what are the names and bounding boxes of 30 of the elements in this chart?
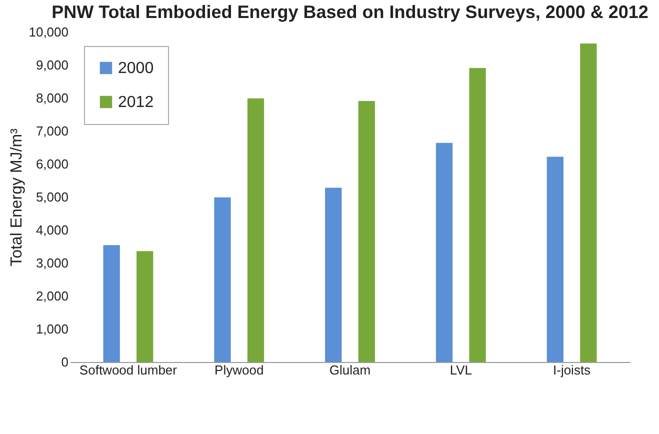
x-tick-label: Softwood lumber (79, 362, 178, 378)
bar (546, 156, 564, 362)
y-tick-label: 8,000 (36, 90, 68, 106)
y-tick-label: 0 (61, 354, 68, 370)
bar (103, 245, 120, 362)
y-tick-label: 9,000 (36, 58, 68, 72)
bar (325, 188, 342, 362)
x-tick-label: Glulam (329, 362, 371, 378)
bar (214, 197, 231, 362)
bar (358, 100, 375, 362)
y-tick-label: 4,000 (36, 222, 68, 238)
y-tick-label: 7,000 (36, 124, 68, 138)
x-tick-label: Plywood (214, 362, 264, 378)
y-tick-label: 3,000 (36, 256, 68, 270)
bar (136, 251, 154, 362)
bar (469, 68, 486, 362)
chart-title: PNW Total Embodied Energy Based on Industry Surveys, 2000 & 2012 (52, 2, 648, 22)
bar (247, 98, 264, 362)
y-tick-label: 10,000 (28, 24, 68, 40)
x-tick-label: LVL (450, 362, 472, 378)
y-tick-label: 6,000 (36, 156, 68, 172)
bar (436, 142, 453, 362)
y-tick-label: 2,000 (36, 288, 68, 304)
y-tick-label: 1,000 (36, 322, 68, 336)
x-tick-label: I-joists (553, 362, 592, 378)
y-axis-title: Total Energy MJ/m³ (8, 128, 26, 266)
bar (580, 44, 597, 362)
legend-label: 2000 (118, 60, 154, 77)
y-tick-label: 5,000 (36, 190, 68, 204)
legend-label: 2012 (118, 94, 154, 111)
